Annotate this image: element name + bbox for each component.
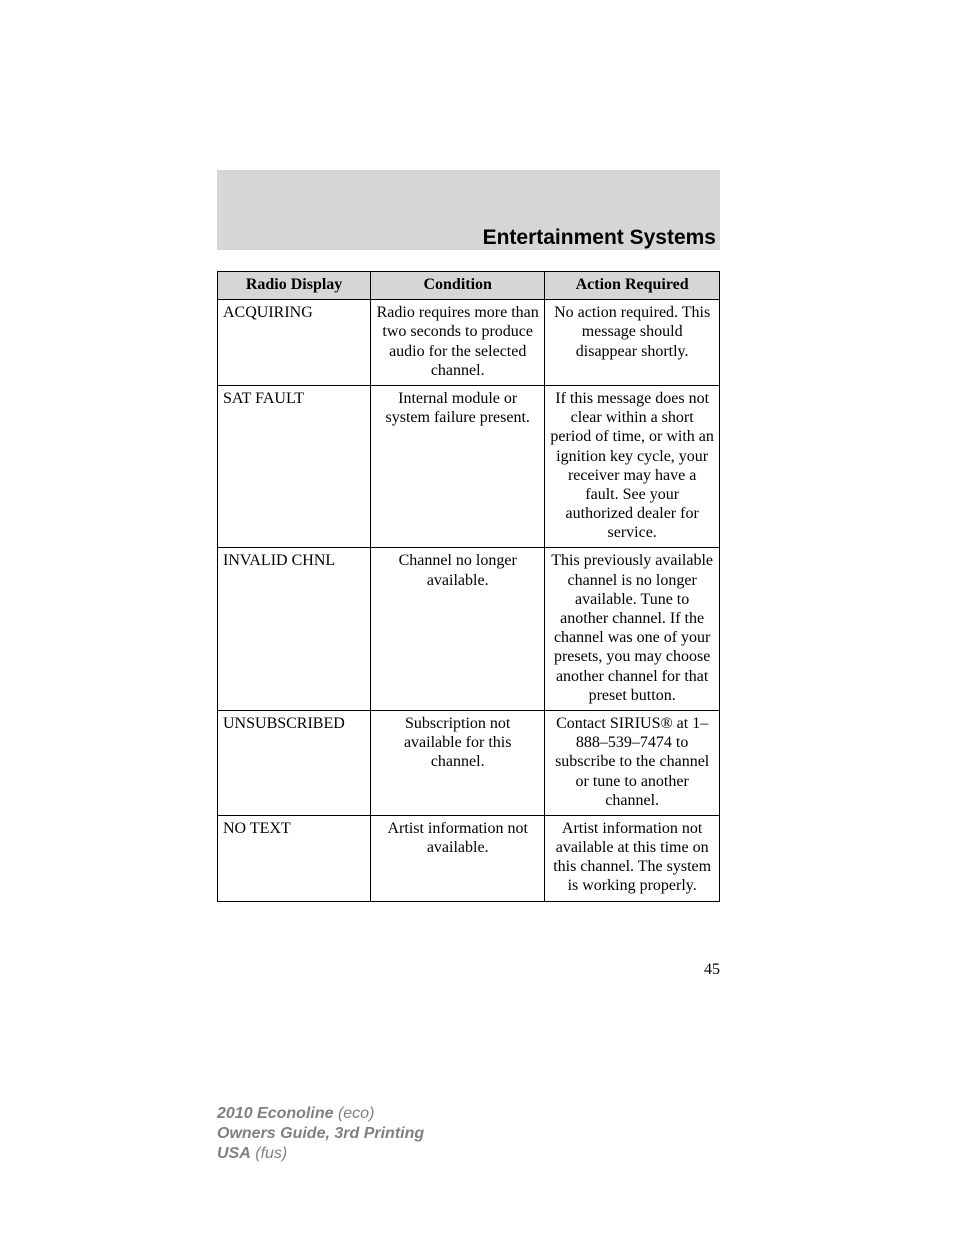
th-radio-display: Radio Display (218, 272, 371, 300)
table-row: NO TEXT Artist information not available… (218, 815, 720, 901)
page-number: 45 (704, 961, 720, 979)
footer-country-code: (fus) (255, 1145, 287, 1162)
cell-display: UNSUBSCRIBED (218, 710, 371, 815)
table-row: INVALID CHNL Channel no longer available… (218, 548, 720, 711)
footer-guide: Owners Guide, 3rd Printing (217, 1125, 424, 1142)
table-row: UNSUBSCRIBED Subscription not available … (218, 710, 720, 815)
cell-condition: Subscription not available for this chan… (371, 710, 545, 815)
cell-action: If this message does not clear within a … (545, 385, 720, 548)
footer-line-3: USA (fus) (217, 1144, 424, 1164)
cell-display: ACQUIRING (218, 300, 371, 386)
th-condition: Condition (371, 272, 545, 300)
cell-action: No action required. This message should … (545, 300, 720, 386)
th-action: Action Required (545, 272, 720, 300)
cell-action: Artist information not available at this… (545, 815, 720, 901)
cell-action: Contact SIRIUS® at 1–888–539–7474 to sub… (545, 710, 720, 815)
footer-line-2: Owners Guide, 3rd Printing (217, 1124, 424, 1144)
cell-display: NO TEXT (218, 815, 371, 901)
footer-model-code: (eco) (338, 1105, 374, 1122)
cell-condition: Artist information not available. (371, 815, 545, 901)
cell-condition: Channel no longer available. (371, 548, 545, 711)
cell-action: This previously available channel is no … (545, 548, 720, 711)
radio-messages-table: Radio Display Condition Action Required … (217, 271, 720, 902)
document-page: Entertainment Systems Radio Display Cond… (0, 0, 954, 1235)
cell-display: INVALID CHNL (218, 548, 371, 711)
cell-condition: Radio requires more than two seconds to … (371, 300, 545, 386)
footer-country: USA (217, 1145, 251, 1162)
table-row: ACQUIRING Radio requires more than two s… (218, 300, 720, 386)
footer-model-year: 2010 Econoline (217, 1105, 334, 1122)
table-header-row: Radio Display Condition Action Required (218, 272, 720, 300)
cell-display: SAT FAULT (218, 385, 371, 548)
section-title: Entertainment Systems (217, 226, 720, 250)
table-row: SAT FAULT Internal module or system fail… (218, 385, 720, 548)
footer-block: 2010 Econoline (eco) Owners Guide, 3rd P… (217, 1104, 424, 1164)
cell-condition: Internal module or system failure presen… (371, 385, 545, 548)
footer-line-1: 2010 Econoline (eco) (217, 1104, 424, 1124)
